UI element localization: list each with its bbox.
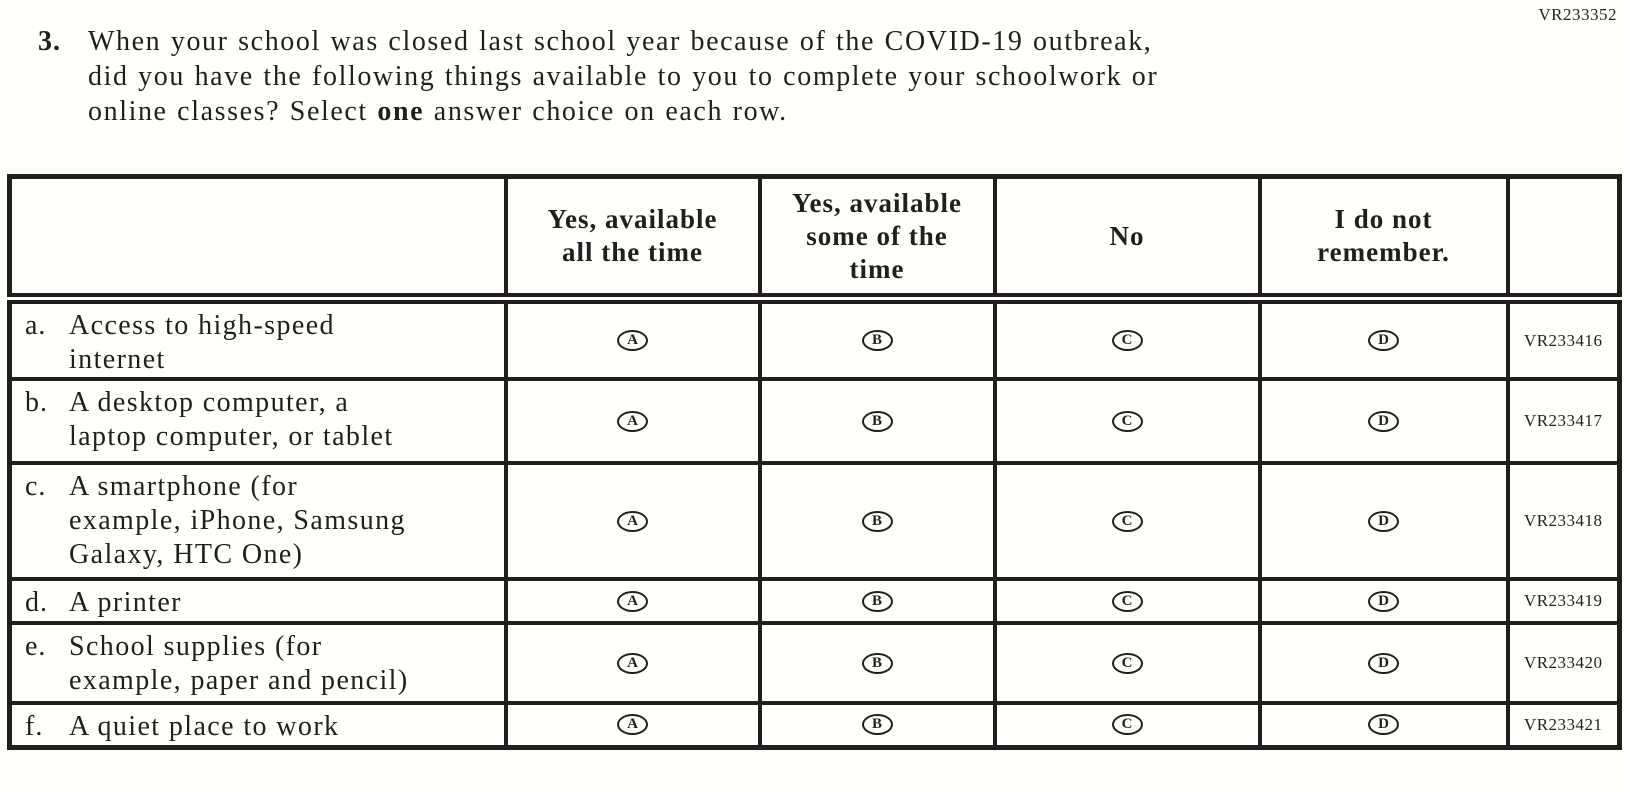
- item-text: A quiet place to work: [69, 711, 340, 742]
- bubble-option-c[interactable]: C: [1111, 714, 1143, 736]
- option-cell: B: [757, 577, 997, 625]
- bubble-option-b[interactable]: B: [861, 714, 893, 736]
- bubble-option-d[interactable]: D: [1368, 410, 1399, 432]
- table-row: a. Access to high-speed internet A B C D …: [7, 296, 1622, 381]
- item-text: A desktop computer, a laptop computer, o…: [69, 387, 394, 452]
- item-cell: c. A smartphone (for example, iPhone, Sam…: [7, 461, 508, 581]
- option-cell: B: [757, 621, 997, 705]
- item-text: School supplies (for example, paper and …: [69, 631, 409, 696]
- column-header-no: No: [992, 174, 1262, 304]
- response-table: Yes, available all the time Yes, availab…: [7, 174, 1622, 750]
- bubble-option-b[interactable]: B: [861, 330, 893, 351]
- bubble-option-a[interactable]: A: [617, 590, 648, 612]
- item-cell: d. A printer: [7, 577, 508, 625]
- question-number: 3.: [38, 26, 61, 57]
- option-cell: A: [503, 701, 762, 749]
- bubble-option-a[interactable]: A: [617, 410, 648, 432]
- bubble-option-a[interactable]: A: [617, 714, 648, 736]
- bold-emphasis: one: [377, 96, 425, 127]
- question: 3. When your school was closed last scho…: [38, 24, 1158, 129]
- column-header-code: [1505, 174, 1622, 304]
- item-text: Access to high-speed internet: [69, 310, 335, 375]
- bubble-option-b[interactable]: B: [861, 410, 893, 432]
- option-cell: A: [503, 461, 762, 581]
- column-header-yes-all: Yes, available all the time: [503, 174, 762, 304]
- option-cell: C: [992, 577, 1262, 625]
- bubble-option-a[interactable]: A: [617, 510, 648, 532]
- option-cell: B: [757, 461, 997, 581]
- bubble-option-d[interactable]: D: [1368, 590, 1399, 612]
- form-code: VR233352: [1538, 5, 1617, 24]
- option-cell: D: [1257, 701, 1510, 749]
- code-cell: VR233421: [1505, 701, 1622, 749]
- item-label: f.: [25, 711, 44, 742]
- item-cell: a. Access to high-speed internet: [7, 296, 508, 381]
- question-line: When your school was closed last school …: [88, 26, 1153, 57]
- code-cell: VR233418: [1505, 461, 1622, 581]
- option-cell: D: [1257, 621, 1510, 705]
- option-cell: D: [1257, 296, 1510, 381]
- option-cell: C: [992, 377, 1262, 465]
- code-cell: VR233416: [1505, 296, 1622, 381]
- bubble-option-c[interactable]: C: [1111, 410, 1143, 432]
- bubble-option-a[interactable]: A: [617, 330, 648, 351]
- option-cell: B: [757, 296, 997, 381]
- bubble-option-b[interactable]: B: [861, 652, 893, 674]
- column-header-item: [7, 174, 508, 304]
- option-cell: C: [992, 461, 1262, 581]
- table-row: e. School supplies (for example, paper an…: [7, 621, 1622, 705]
- item-cell: e. School supplies (for example, paper an…: [7, 621, 508, 705]
- option-cell: C: [992, 621, 1262, 705]
- question-line: online classes? Select one answer choice…: [88, 96, 788, 127]
- table-row: f. A quiet place to work A B C D VR233421: [7, 701, 1622, 749]
- item-text: A smartphone (for example, iPhone, Samsu…: [69, 471, 406, 570]
- option-cell: B: [757, 377, 997, 465]
- option-cell: B: [757, 701, 997, 749]
- item-cell: b. A desktop computer, a laptop computer,…: [7, 377, 508, 465]
- item-label: e.: [25, 631, 47, 662]
- bubble-option-b[interactable]: B: [861, 590, 893, 612]
- item-cell: f. A quiet place to work: [7, 701, 508, 749]
- item-label: c.: [25, 471, 47, 502]
- column-header-not-remember: I do not remember.: [1257, 174, 1510, 304]
- bubble-option-c[interactable]: C: [1111, 510, 1143, 532]
- option-cell: C: [992, 701, 1262, 749]
- bubble-option-d[interactable]: D: [1368, 652, 1399, 674]
- bubble-option-d[interactable]: D: [1368, 510, 1399, 532]
- question-line: did you have the following things availa…: [88, 61, 1159, 92]
- option-cell: C: [992, 296, 1262, 381]
- code-cell: VR233417: [1505, 377, 1622, 465]
- table-row: d. A printer A B C D VR233419: [7, 577, 1622, 625]
- option-cell: A: [503, 577, 762, 625]
- table-row: b. A desktop computer, a laptop computer,…: [7, 377, 1622, 465]
- item-label: b.: [25, 387, 48, 418]
- bubble-option-d[interactable]: D: [1368, 330, 1399, 351]
- option-cell: A: [503, 296, 762, 381]
- bubble-option-c[interactable]: C: [1111, 330, 1143, 351]
- bubble-option-b[interactable]: B: [861, 510, 893, 532]
- option-cell: A: [503, 377, 762, 465]
- option-cell: D: [1257, 577, 1510, 625]
- bubble-option-a[interactable]: A: [617, 652, 648, 674]
- option-cell: D: [1257, 461, 1510, 581]
- question-text: When your school was closed last school …: [88, 24, 1158, 129]
- item-label: d.: [25, 587, 48, 618]
- bubble-option-c[interactable]: C: [1111, 590, 1143, 612]
- option-cell: A: [503, 621, 762, 705]
- code-cell: VR233420: [1505, 621, 1622, 705]
- bubble-option-d[interactable]: D: [1368, 714, 1399, 736]
- header-row: Yes, available all the time Yes, availab…: [7, 174, 1622, 304]
- option-cell: D: [1257, 377, 1510, 465]
- item-label: a.: [25, 310, 47, 341]
- code-cell: VR233419: [1505, 577, 1622, 625]
- column-header-yes-some: Yes, available some of the time: [757, 174, 997, 304]
- bubble-option-c[interactable]: C: [1111, 652, 1143, 674]
- table-row: c. A smartphone (for example, iPhone, Sam…: [7, 461, 1622, 581]
- item-text: A printer: [69, 587, 182, 618]
